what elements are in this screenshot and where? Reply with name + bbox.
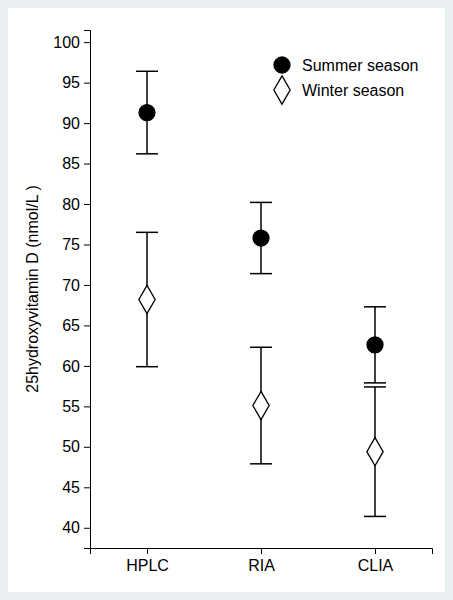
- y-tick: 100: [53, 34, 90, 51]
- error-bar-cap: [250, 347, 272, 349]
- y-axis: 40 45 50 55 60 65 70 75 80 85 90 95 100: [53, 31, 90, 549]
- y-tick-mark: [84, 123, 90, 124]
- y-tick-mark: [84, 204, 90, 205]
- y-tick: 90: [62, 115, 90, 132]
- y-tick-label: 85: [62, 155, 80, 172]
- chart: 40 45 50 55 60 65 70 75 80 85 90 95 100 HPLC RIA CLIA 25…: [0, 0, 453, 600]
- error-bar: [364, 387, 386, 517]
- y-axis-title: 25hydroxyvitamin D (nmol/L ): [24, 185, 41, 392]
- error-bar-cap: [250, 273, 272, 275]
- error-bar-cap: [364, 306, 386, 308]
- y-tick-label: 40: [62, 519, 80, 536]
- y-tick-mark: [84, 366, 90, 367]
- y-tick-mark: [84, 406, 90, 407]
- marker: [139, 285, 155, 313]
- y-tick: 40: [62, 519, 90, 536]
- plot-area: [136, 71, 386, 516]
- error-bar-cap: [250, 202, 272, 204]
- y-tick-label: 95: [62, 74, 80, 91]
- legend-label: Winter season: [302, 82, 404, 99]
- legend-marker: [274, 57, 290, 73]
- error-bar-cap: [136, 232, 158, 234]
- y-tick-mark: [84, 528, 90, 529]
- y-tick-label: 60: [62, 358, 80, 375]
- y-tick: 50: [62, 438, 90, 455]
- y-tick: 70: [62, 277, 90, 294]
- x-tick: RIA: [248, 548, 275, 574]
- x-axis: HPLC RIA CLIA: [91, 548, 433, 574]
- x-axis-line: [91, 549, 433, 555]
- y-axis-line: [84, 31, 91, 549]
- error-bar-cap: [364, 382, 386, 384]
- y-tick: 75: [62, 236, 90, 253]
- error-bar: [250, 347, 272, 464]
- marker: [253, 230, 269, 246]
- error-bar: [364, 307, 386, 383]
- y-tick-label: 55: [62, 398, 80, 415]
- y-tick: 95: [62, 74, 90, 91]
- y-tick-label: 100: [53, 34, 80, 51]
- legend: Summer season Winter season: [274, 57, 419, 105]
- error-bar-cap: [364, 516, 386, 518]
- y-tick-label: 65: [62, 317, 80, 334]
- marker: [367, 438, 383, 466]
- x-tick-mark: [261, 548, 262, 554]
- y-tick: 45: [62, 479, 90, 496]
- y-tick-label: 75: [62, 236, 80, 253]
- background: [0, 0, 453, 600]
- y-tick: 65: [62, 317, 90, 334]
- y-tick-mark: [84, 447, 90, 448]
- y-tick: 60: [62, 358, 90, 375]
- y-tick-mark: [84, 164, 90, 165]
- error-bar-cap: [364, 386, 386, 388]
- error-bar: [250, 202, 272, 273]
- legend-label: Summer season: [302, 57, 419, 74]
- y-tick-label: 50: [62, 438, 80, 455]
- y-tick-label: 45: [62, 479, 80, 496]
- x-tick: HPLC: [126, 548, 169, 574]
- y-tick-label: 70: [62, 277, 80, 294]
- error-bar-cap: [250, 463, 272, 465]
- error-bar: [136, 232, 158, 366]
- x-tick-label: HPLC: [126, 557, 169, 574]
- x-tick: CLIA: [358, 548, 394, 574]
- x-tick-label: RIA: [248, 557, 275, 574]
- y-tick-label: 80: [62, 196, 80, 213]
- x-tick-mark: [147, 548, 148, 554]
- y-tick-mark: [84, 42, 90, 43]
- error-bar-cap: [136, 153, 158, 155]
- y-tick: 55: [62, 398, 90, 415]
- y-tick: 80: [62, 196, 90, 213]
- marker: [253, 391, 269, 419]
- plot-background: [8, 8, 445, 592]
- y-tick-mark: [84, 325, 90, 326]
- y-tick-mark: [84, 285, 90, 286]
- y-tick: 85: [62, 155, 90, 172]
- marker: [139, 105, 155, 121]
- x-tick-mark: [375, 548, 376, 554]
- legend-marker: [274, 76, 290, 104]
- x-tick-label: CLIA: [358, 557, 394, 574]
- error-bar-cap: [136, 366, 158, 368]
- y-tick-mark: [84, 83, 90, 84]
- y-tick-label: 90: [62, 115, 80, 132]
- y-tick-mark: [84, 487, 90, 488]
- marker: [367, 337, 383, 353]
- y-tick-mark: [84, 244, 90, 245]
- error-bar-cap: [136, 71, 158, 73]
- error-bar: [136, 71, 158, 154]
